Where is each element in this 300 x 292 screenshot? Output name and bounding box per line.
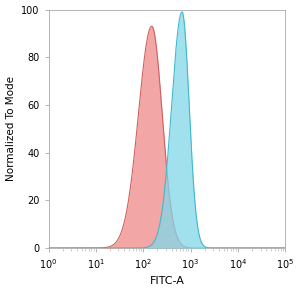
X-axis label: FITC-A: FITC-A xyxy=(149,277,184,286)
Y-axis label: Normalized To Mode: Normalized To Mode xyxy=(6,76,16,181)
